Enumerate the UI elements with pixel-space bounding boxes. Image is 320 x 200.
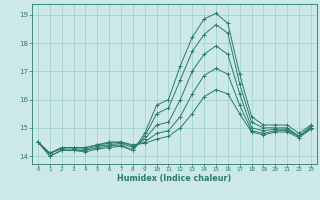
X-axis label: Humidex (Indice chaleur): Humidex (Indice chaleur) xyxy=(117,174,232,183)
